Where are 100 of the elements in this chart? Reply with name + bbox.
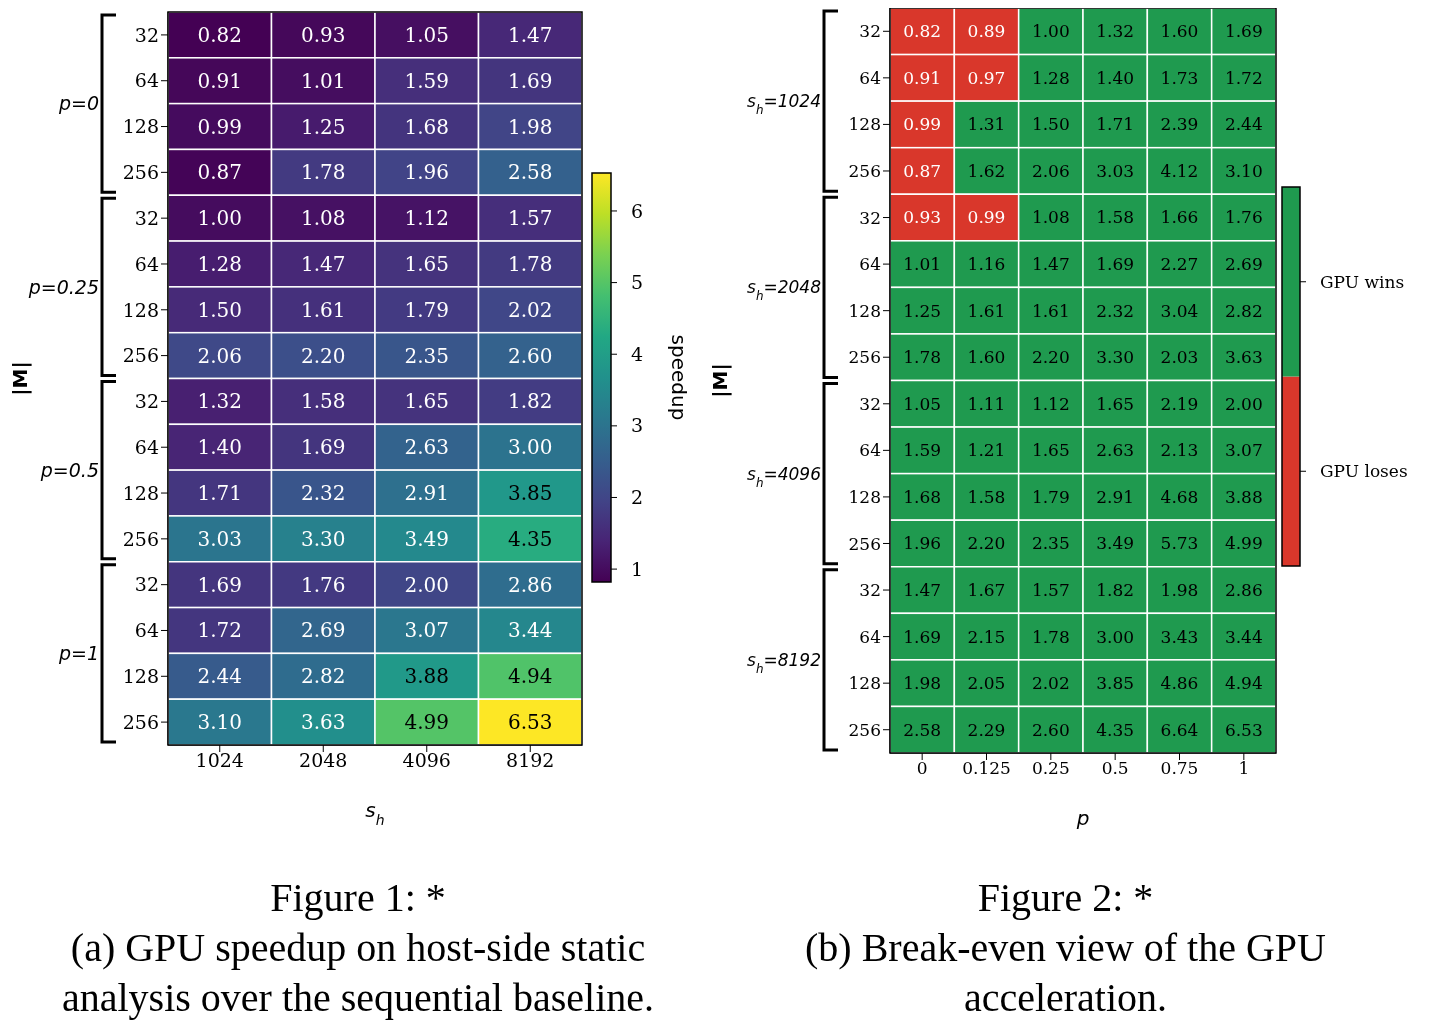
data-label: 1.61 — [967, 300, 1006, 321]
data-label: 4.68 — [1160, 486, 1199, 507]
text: (b) Break-even view of the GPU acceleration. — [804, 924, 1327, 1022]
data-label: 3.04 — [1160, 300, 1199, 321]
data-label: 1.59 — [903, 440, 942, 461]
data-label: 1.71 — [1096, 114, 1135, 135]
data-label: 1.82 — [1096, 579, 1135, 600]
data-label: 1.57 — [507, 206, 553, 231]
y-tick-label: 32 — [859, 21, 881, 42]
data-label: 1.47 — [903, 579, 942, 600]
y-tick-label: 256 — [848, 347, 881, 368]
data-label: 1.98 — [1160, 579, 1199, 600]
data-label: 1.25 — [300, 114, 346, 139]
y-tick-label: 256 — [848, 719, 881, 740]
data-label: 1.72 — [197, 618, 243, 643]
data-label: 1.61 — [1031, 300, 1070, 321]
data-label: 1.78 — [903, 347, 942, 368]
data-label: 2.60 — [1031, 719, 1070, 740]
data-label: 1.69 — [300, 435, 346, 460]
data-label: 1.65 — [1031, 440, 1070, 461]
data-label: 1.47 — [1031, 254, 1070, 275]
data-label: 1.59 — [404, 68, 450, 93]
data-label: 3.00 — [1096, 626, 1135, 647]
data-label: 1.98 — [507, 114, 553, 139]
data-label: 3.63 — [300, 710, 346, 735]
text: s$_{h}$=2048 — [747, 277, 822, 304]
text: (a) GPU speedup on host-side static analysis over the sequential baseline. — [61, 924, 655, 1022]
color-bar-label: 6 — [631, 199, 644, 222]
text: p=1 — [57, 642, 99, 665]
color-bar-title: speedup — [667, 334, 691, 421]
data-label: 2.86 — [507, 572, 553, 597]
y-tick-label: 64 — [859, 626, 881, 647]
data-label: 1.98 — [903, 673, 942, 694]
x-tick-label: 0.25 — [1031, 758, 1070, 779]
y-tick-label: 128 — [122, 481, 159, 504]
data-label: 0.99 — [967, 207, 1006, 228]
data-label: 1.58 — [1096, 207, 1135, 228]
data-label: 2.06 — [197, 343, 243, 368]
data-label: 3.03 — [197, 526, 243, 551]
data-label: 1.08 — [300, 206, 346, 231]
y-tick-label: 64 — [134, 435, 159, 458]
y-tick-label: 128 — [848, 486, 881, 507]
data-label: 1.50 — [1031, 114, 1070, 135]
data-label: 1.65 — [404, 251, 450, 276]
data-label: 1.05 — [404, 22, 450, 47]
y-tick-label: 64 — [134, 619, 159, 642]
data-label: 1.67 — [967, 579, 1006, 600]
x-tick-label: 1024 — [195, 749, 244, 772]
data-label: 3.88 — [1224, 486, 1263, 507]
data-label: 1.58 — [967, 486, 1006, 507]
y-tick-label: 256 — [122, 344, 159, 367]
text: s$_{h}$=4096 — [747, 463, 822, 490]
data-label: 3.00 — [507, 435, 553, 460]
y-tick-label: 32 — [859, 207, 881, 228]
data-label: 4.94 — [1224, 673, 1263, 694]
data-label: 1.31 — [967, 114, 1006, 135]
data-label: 2.63 — [404, 435, 450, 460]
y-tick-label: 128 — [122, 115, 159, 138]
y-tick-label: 256 — [848, 533, 881, 554]
data-label: 1.73 — [1160, 67, 1199, 88]
y-tick-label: 64 — [859, 67, 881, 88]
y-tick-label: 32 — [859, 580, 881, 601]
data-label: 2.00 — [404, 572, 450, 597]
data-label: 3.10 — [197, 710, 243, 735]
y-tick-label: 128 — [848, 300, 881, 321]
data-label: 1.69 — [1224, 21, 1263, 42]
data-label: 1.32 — [1096, 21, 1135, 42]
data-label: 1.05 — [903, 393, 942, 414]
data-label: 0.82 — [903, 21, 942, 42]
data-label: 4.12 — [1160, 160, 1199, 181]
data-label: 1.78 — [507, 251, 553, 276]
data-label: 1.01 — [300, 68, 346, 93]
y-tick-label: 256 — [848, 161, 881, 181]
data-label: 2.06 — [1031, 160, 1070, 181]
data-label: 0.87 — [197, 160, 243, 185]
data-label: 2.29 — [967, 719, 1006, 740]
data-label: 1.76 — [300, 572, 346, 597]
y-tick-label: 32 — [859, 393, 881, 414]
data-label: 3.88 — [404, 664, 450, 689]
data-label: 0.89 — [967, 21, 1006, 42]
data-label: 2.03 — [1160, 347, 1199, 368]
data-label: 1.69 — [903, 626, 942, 647]
y-tick-label: 128 — [848, 673, 881, 694]
x-tick-label: 2048 — [299, 749, 348, 772]
data-label: 0.97 — [967, 67, 1006, 88]
y-tick-label: 128 — [122, 298, 159, 321]
data-label: 1.12 — [404, 206, 450, 231]
data-label: 1.16 — [967, 254, 1006, 275]
data-label: 2.19 — [1160, 393, 1199, 414]
data-label: 0.93 — [903, 207, 942, 228]
y-axis-title: |M| — [708, 363, 732, 398]
data-label: 2.91 — [1096, 486, 1135, 507]
color-bar-label: 3 — [631, 414, 644, 437]
data-label: 3.03 — [1096, 160, 1135, 181]
data-label: 1.96 — [404, 160, 450, 185]
data-label: 0.93 — [300, 22, 346, 47]
data-label: 2.69 — [1224, 254, 1263, 275]
data-label: 2.60 — [507, 343, 553, 368]
y-tick-label: 256 — [122, 710, 159, 733]
data-label: 1.62 — [967, 160, 1006, 181]
